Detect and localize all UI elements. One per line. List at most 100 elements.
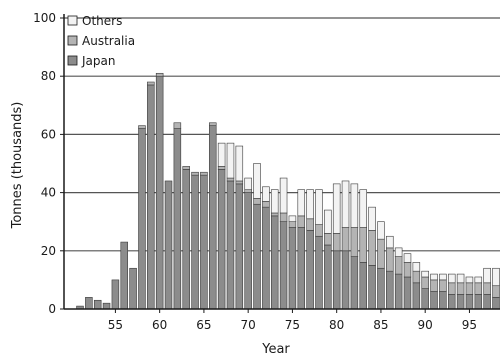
bar-japan-1974 [279, 221, 288, 310]
bar-australia-1967 [217, 166, 226, 170]
bar-japan-1960 [155, 75, 164, 310]
x-tick-label-90: 90 [418, 318, 433, 332]
bar-japan-1958 [138, 128, 146, 310]
bar-others-1996 [474, 276, 483, 284]
bar-australia-1965 [200, 171, 208, 176]
bar-australia-1976 [297, 215, 306, 228]
bar-japan-1963 [182, 169, 190, 310]
bar-australia-1984 [368, 230, 376, 266]
bar-australia-1974 [279, 212, 288, 223]
x-tick-label-75: 75 [285, 318, 300, 332]
bar-japan-1972 [262, 206, 270, 310]
bar-australia-1963 [182, 166, 190, 170]
bar-japan-1988 [403, 276, 412, 310]
axes [63, 14, 500, 310]
bar-australia-1971 [253, 198, 261, 205]
bar-japan-1957 [129, 267, 137, 310]
bar-japan-1982 [350, 256, 359, 310]
bar-australia-1987 [394, 256, 403, 275]
bar-japan-1965 [200, 174, 208, 310]
bar-japan-1997 [483, 294, 491, 310]
bar-japan-1959 [147, 84, 155, 310]
bar-australia-1973 [270, 212, 279, 217]
bar-japan-1995 [465, 294, 474, 310]
bar-australia-1990 [421, 276, 429, 289]
legend-swatch-australia [67, 35, 78, 46]
bar-others-1995 [465, 276, 474, 284]
bar-others-1967 [217, 142, 226, 167]
bar-japan-1967 [217, 169, 226, 310]
bar-japan-1987 [394, 273, 403, 310]
bar-others-1986 [386, 235, 394, 249]
bar-others-1978 [315, 189, 323, 225]
bar-japan-1952 [85, 297, 93, 310]
bar-australia-1989 [412, 270, 421, 284]
bar-japan-1971 [253, 203, 261, 310]
bar-others-1994 [456, 273, 465, 284]
x-tick-label-95: 95 [462, 318, 477, 332]
legend-label-australia: Australia [82, 34, 135, 48]
y-tick-label-20: 20 [41, 244, 56, 258]
legend-swatch-others [67, 15, 78, 26]
x-tick-label-80: 80 [329, 318, 344, 332]
bar-australia-1998 [492, 285, 500, 298]
bar-australia-1995 [465, 282, 474, 295]
bar-australia-1979 [324, 233, 332, 246]
bar-others-1982 [350, 183, 359, 228]
bar-australia-1996 [474, 282, 483, 295]
bar-japan-1969 [235, 183, 244, 310]
bar-japan-1984 [368, 265, 376, 310]
y-tick-labels: 0 20 40 60 80 100 [33, 11, 64, 316]
bar-japan-1956 [120, 241, 129, 310]
bar-others-1985 [377, 221, 385, 240]
bar-australia-1982 [350, 227, 359, 257]
bar-others-1987 [394, 247, 403, 257]
y-tick-label-60: 60 [41, 127, 56, 141]
legend-label-japan: Japan [81, 54, 115, 68]
bar-others-1977 [306, 189, 314, 220]
bar-australia-1991 [430, 279, 438, 292]
bar-others-1990 [421, 270, 429, 278]
bar-others-1971 [253, 163, 261, 199]
bar-japan-1976 [297, 227, 306, 310]
bar-japan-1970 [244, 192, 252, 310]
bar-japan-1996 [474, 294, 483, 310]
bar-others-1976 [297, 189, 306, 217]
bar-australia-1997 [483, 282, 491, 295]
bar-japan-1998 [492, 297, 500, 310]
y-tick-label-80: 80 [41, 69, 56, 83]
bar-japan-1961 [164, 180, 173, 310]
y-tick-label-100: 100 [33, 11, 56, 25]
bar-japan-1953 [93, 299, 102, 310]
bar-australia-1975 [288, 221, 297, 228]
bar-others-1993 [447, 273, 456, 284]
y-tick-label-40: 40 [41, 186, 56, 200]
bar-others-1979 [324, 209, 332, 234]
bar-others-1989 [412, 262, 421, 272]
bar-japan-1964 [191, 174, 199, 310]
bar-australia-1992 [439, 279, 447, 292]
bar-australia-1969 [235, 180, 244, 185]
bar-japan-1975 [288, 227, 297, 310]
bars [76, 72, 500, 310]
bar-japan-1992 [439, 291, 447, 310]
bar-others-1988 [403, 253, 412, 263]
bar-australia-1994 [456, 282, 465, 295]
x-tick-label-65: 65 [196, 318, 211, 332]
bar-others-1974 [279, 177, 288, 214]
bar-japan-1981 [341, 250, 350, 310]
y-tick-label-0: 0 [48, 302, 56, 316]
bar-australia-1983 [359, 227, 367, 263]
bar-australia-1980 [332, 233, 341, 252]
x-tick-label-70: 70 [241, 318, 256, 332]
bar-japan-1954 [102, 302, 111, 310]
x-tick-label-55: 55 [108, 318, 123, 332]
bar-japan-1966 [209, 125, 217, 310]
bar-australia-1966 [209, 122, 217, 126]
bar-japan-1962 [173, 128, 182, 310]
bar-australia-1981 [341, 227, 350, 252]
bar-japan-1990 [421, 288, 429, 310]
bar-japan-1978 [315, 235, 323, 310]
bar-japan-1977 [306, 230, 314, 310]
bar-japan-1979 [324, 244, 332, 310]
